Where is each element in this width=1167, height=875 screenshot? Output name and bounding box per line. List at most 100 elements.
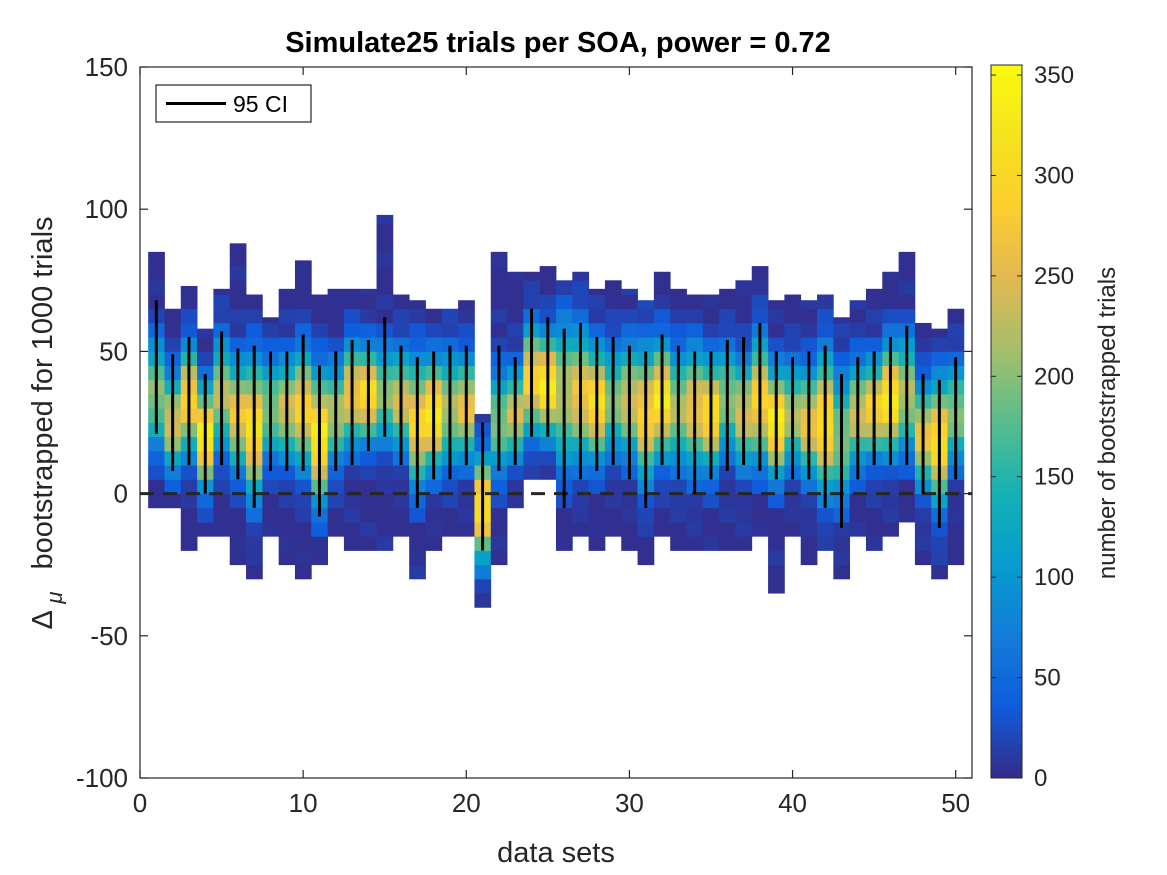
heat-cell [360,507,377,523]
heat-cell [262,337,280,352]
heat-cell [604,308,622,324]
heat-cell [670,288,687,295]
heat-cell [686,308,704,324]
heat-cell [376,280,394,295]
heat-cell [474,564,492,580]
heat-cell [376,308,394,324]
heat-cell [262,507,280,523]
heat-cell [311,322,328,338]
heat-cell [735,493,753,509]
heat-cell [784,493,802,509]
y-axis: -100 -50 0 50 100 150 [76,52,972,793]
heat-cell [768,479,785,494]
heat-cell [604,294,622,310]
heat-cell [768,308,785,324]
heat-cell [523,436,541,452]
heat-cell [425,308,443,324]
heat-cell [588,322,606,338]
heat-cell [311,337,328,352]
heat-cell [180,479,198,494]
heat-cell [833,351,851,367]
heat-cell [751,507,769,523]
heat-cell [213,507,231,523]
heat-cell [702,536,720,551]
heat-cell [458,479,475,494]
heat-cell [376,450,394,466]
heat-cell [507,479,524,494]
heat-cell [882,507,899,523]
x-tick-label: 30 [615,788,644,818]
y-axis-label-text: bootstrapped for 1000 trials [27,216,59,569]
heat-cell [409,300,426,310]
heat-cell [914,550,932,566]
heat-cell [898,280,916,295]
heat-cell [294,550,312,566]
heat-cell [409,308,426,324]
heat-cell [392,465,410,480]
heat-cell [148,479,165,494]
heat-cell [849,507,867,523]
heat-cell [360,308,377,324]
heat-cell [621,308,638,324]
heat-cell [556,536,573,551]
heat-cell [148,450,165,466]
heat-cell [865,493,883,509]
heat-cell [931,351,948,367]
x-tick-label: 50 [941,788,970,818]
y-tick-label: 150 [85,52,128,82]
heat-cell [719,294,736,310]
heat-cell [702,479,720,494]
heat-cell [702,337,720,352]
heat-cell [327,479,345,494]
heat-cell [148,266,165,281]
heat-cell [702,308,720,324]
heat-cell [474,550,492,566]
heat-cell [180,294,198,310]
heat-cell [458,300,475,310]
heat-cell [653,465,671,480]
heat-cell [653,294,671,310]
heat-cell [229,479,247,494]
heat-cell [360,294,377,310]
heat-cell [768,536,785,551]
heat-cell [490,493,508,509]
heat-cell [800,300,818,310]
heat-cell [360,493,377,509]
heat-cell [735,280,753,295]
legend: 95 CI [155,84,312,123]
heat-cell [800,493,818,509]
heat-cell [898,465,916,480]
heat-cell [556,308,573,324]
heat-cell [392,493,410,509]
heat-cell [246,294,263,310]
heat-cell [849,308,867,324]
heat-cell [719,479,736,494]
heat-cell [702,493,720,509]
y-tick-label: -50 [90,621,128,651]
heat-cell [931,550,948,566]
heat-cell [572,507,590,523]
heat-cell [278,493,296,509]
heat-cell [898,507,916,523]
heat-cell [278,479,296,494]
heat-cell [197,365,214,381]
heat-cell [490,337,508,352]
heat-cell [784,294,802,310]
heat-cell [294,266,312,281]
heat-cell [490,536,508,551]
colorbar-tick-label: 0 [1034,765,1047,792]
heat-cell [343,522,361,537]
heat-cell [343,479,361,494]
heat-cell [441,522,459,537]
heat-cell [849,479,867,494]
heat-cell [784,308,802,324]
heat-cell [376,251,394,267]
heat-cell [229,322,247,338]
heat-cell [784,522,802,537]
heat-cell [882,465,899,480]
heat-cell [164,479,182,494]
heat-cell [719,536,736,551]
heat-cell [653,522,671,537]
heat-cell [556,522,573,537]
heat-cell [180,522,198,537]
